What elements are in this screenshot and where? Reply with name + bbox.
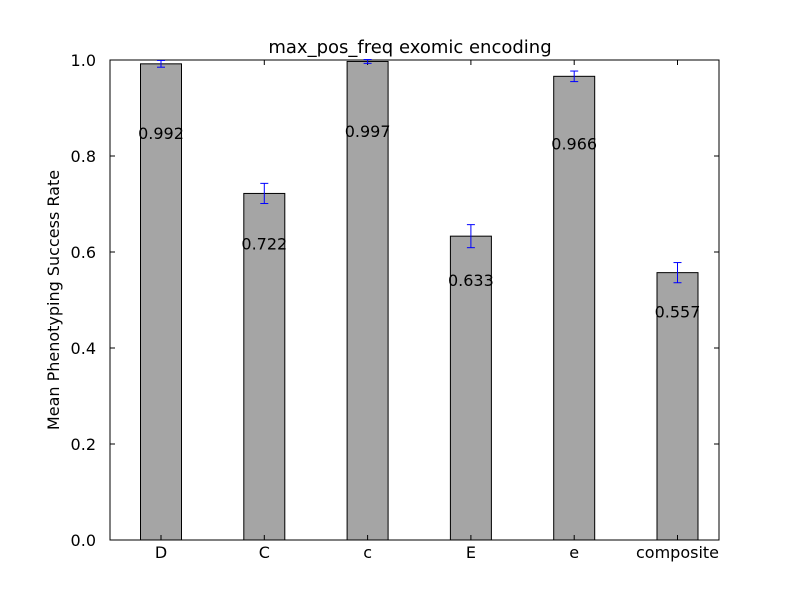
bar-value-label: 0.992 xyxy=(138,124,184,143)
y-tick-label: 0.6 xyxy=(71,243,96,262)
bar-value-label: 0.557 xyxy=(655,302,701,321)
y-tick-label: 0.4 xyxy=(71,339,96,358)
bar-value-label: 0.633 xyxy=(448,271,494,290)
x-tick-label: C xyxy=(259,543,270,562)
y-tick-label: 0.0 xyxy=(71,531,96,550)
chart-title: max_pos_freq exomic encoding xyxy=(268,37,551,58)
bar-value-label: 0.997 xyxy=(345,122,391,141)
y-tick-label: 1.0 xyxy=(71,51,96,70)
bar-value-label: 0.966 xyxy=(551,135,597,154)
x-tick-label: e xyxy=(569,543,579,562)
bar xyxy=(346,60,389,541)
y-tick-label: 0.2 xyxy=(71,435,96,454)
x-tick-label: E xyxy=(466,543,476,562)
x-tick-label: c xyxy=(363,543,372,562)
bar-value-label: 0.722 xyxy=(241,235,287,254)
x-tick-label: composite xyxy=(636,543,719,562)
x-tick-label: D xyxy=(155,543,167,562)
bar xyxy=(140,63,182,541)
y-tick-label: 0.8 xyxy=(71,147,96,166)
y-axis-label: Mean Phenotyping Success Rate xyxy=(44,170,63,430)
plot-frame xyxy=(109,59,720,541)
